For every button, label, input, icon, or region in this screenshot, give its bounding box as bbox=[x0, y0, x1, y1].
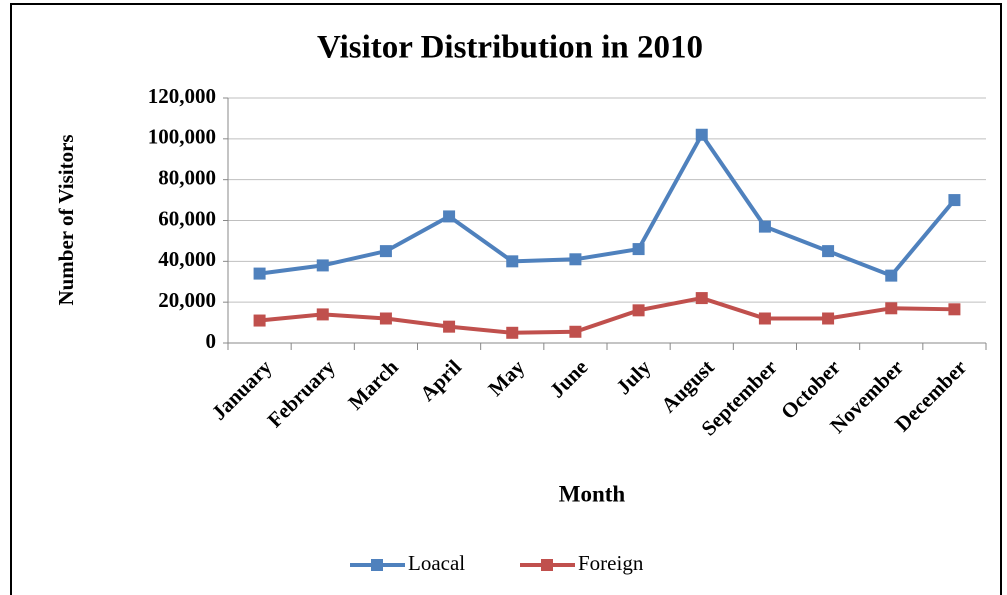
point-marker bbox=[316, 259, 329, 272]
y-tick-label: 120,000 bbox=[148, 84, 216, 108]
point-marker bbox=[506, 326, 519, 339]
series-line bbox=[259, 296, 955, 335]
x-tick-label: March bbox=[343, 355, 403, 415]
x-tick-label: August bbox=[656, 355, 718, 417]
point-marker bbox=[948, 303, 961, 316]
legend-label: Loacal bbox=[408, 551, 465, 575]
point-marker bbox=[885, 302, 898, 315]
point-marker bbox=[822, 245, 835, 258]
point-marker bbox=[695, 128, 708, 141]
y-tick-label: 100,000 bbox=[148, 125, 216, 149]
legend-marker bbox=[371, 559, 383, 571]
y-tick-label: 0 bbox=[206, 329, 217, 353]
x-tick-label: April bbox=[415, 355, 466, 406]
x-tick-label: July bbox=[611, 355, 656, 400]
y-axis-label: Number of Visitors bbox=[54, 134, 78, 305]
point-marker bbox=[569, 325, 582, 338]
legend-marker bbox=[541, 559, 553, 571]
x-tick-label: February bbox=[263, 355, 341, 433]
point-marker bbox=[569, 253, 582, 266]
point-marker bbox=[885, 269, 898, 282]
point-marker bbox=[316, 308, 329, 321]
point-marker bbox=[632, 304, 645, 317]
x-tick-label: June bbox=[545, 355, 593, 403]
point-marker bbox=[632, 243, 645, 256]
frame bbox=[10, 3, 1002, 595]
point-marker bbox=[948, 194, 961, 207]
point-marker bbox=[443, 320, 456, 333]
chart-title: Visitor Distribution in 2010 bbox=[317, 30, 703, 66]
point-marker bbox=[758, 220, 771, 233]
y-tick-label: 20,000 bbox=[158, 288, 216, 312]
point-marker bbox=[253, 267, 266, 280]
point-marker bbox=[443, 210, 456, 223]
point-marker bbox=[506, 255, 519, 268]
y-tick-label: 80,000 bbox=[158, 165, 216, 189]
x-tick-label: May bbox=[483, 355, 529, 401]
series-line bbox=[259, 130, 956, 279]
point-marker bbox=[253, 314, 266, 327]
y-tick-label: 60,000 bbox=[158, 206, 216, 230]
x-axis-label: Month bbox=[559, 481, 626, 506]
point-marker bbox=[379, 245, 392, 258]
point-marker bbox=[758, 312, 771, 325]
point-marker bbox=[822, 312, 835, 325]
y-tick-label: 40,000 bbox=[158, 247, 216, 271]
point-marker bbox=[379, 312, 392, 325]
point-marker bbox=[695, 292, 708, 305]
legend-label: Foreign bbox=[578, 551, 644, 575]
